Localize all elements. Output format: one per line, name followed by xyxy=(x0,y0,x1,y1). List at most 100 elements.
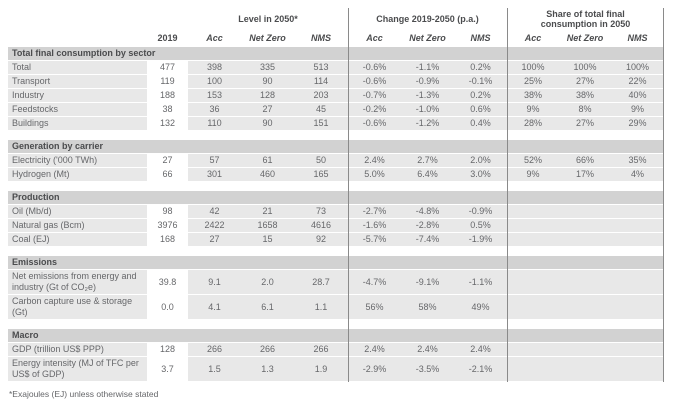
section-title: Production xyxy=(8,191,665,205)
cell-value: 9% xyxy=(507,103,560,117)
cell-value xyxy=(559,233,612,247)
cell-value xyxy=(611,343,665,357)
cell-value: 1.5 xyxy=(188,357,241,382)
row-label: Transport xyxy=(8,75,147,89)
cell-value: 28% xyxy=(507,117,560,131)
cell-value xyxy=(559,295,612,320)
row-label: Natural gas (Bcm) xyxy=(8,219,147,233)
cell-value: 38 xyxy=(147,103,188,117)
cell-value: 266 xyxy=(188,343,241,357)
cell-value: 36 xyxy=(188,103,241,117)
cell-value: 4.1 xyxy=(188,295,241,320)
cell-value: -4.7% xyxy=(348,270,401,295)
cell-value: 151 xyxy=(294,117,348,131)
cell-value: 5.0% xyxy=(348,168,401,182)
cell-value: 132 xyxy=(147,117,188,131)
table-row: GDP (trillion US$ PPP) 128 266 266 266 2.4% 2.… xyxy=(8,343,665,357)
cell-value: 398 xyxy=(188,61,241,75)
table-row: Electricity ('000 TWh) 27 57 61 50 2.4% 2.7% 2.… xyxy=(8,154,665,168)
cell-value: 6.1 xyxy=(241,295,294,320)
cell-value xyxy=(507,295,560,320)
cell-value xyxy=(611,219,665,233)
cell-value: 66% xyxy=(559,154,612,168)
column-group-row: Level in 2050* Change 2019-2050 (p.a.) S… xyxy=(8,8,664,30)
column-header-change-netzero: Net Zero xyxy=(409,33,446,43)
table-row: Energy intensity (MJ of TFC per US$ of G… xyxy=(8,357,665,382)
section-header-row: Emissions xyxy=(8,256,665,270)
cell-value: 45 xyxy=(294,103,348,117)
cell-value: -0.7% xyxy=(348,89,401,103)
cell-value: 56% xyxy=(348,295,401,320)
cell-value: 73 xyxy=(294,205,348,219)
cell-value: -9.1% xyxy=(401,270,454,295)
column-header-level-netzero: Net Zero xyxy=(249,33,286,43)
row-label: Carbon capture use & storage (Gt) xyxy=(8,295,147,320)
cell-value: 1.9 xyxy=(294,357,348,382)
divider-right-edge xyxy=(663,8,664,382)
row-label: Buildings xyxy=(8,117,147,131)
section-header-row: Macro xyxy=(8,329,665,343)
row-label: Energy intensity (MJ of TFC per US$ of G… xyxy=(8,357,147,382)
cell-value: 3.0% xyxy=(454,168,508,182)
cell-value: 9% xyxy=(611,103,665,117)
table-row: Transport 119 100 90 114 -0.6% -0.9% -0.1% 25% 27… xyxy=(8,75,665,89)
cell-value: 513 xyxy=(294,61,348,75)
cell-value: -2.7% xyxy=(348,205,401,219)
cell-value xyxy=(507,343,560,357)
table-row: Total 477 398 335 513 -0.6% -1.1% 0.2% 100% 100% 1… xyxy=(8,61,665,75)
cell-value: 188 xyxy=(147,89,188,103)
cell-value: -1.9% xyxy=(454,233,508,247)
cell-value: 0.5% xyxy=(454,219,508,233)
cell-value: -2.1% xyxy=(454,357,508,382)
column-header-share-netzero: Net Zero xyxy=(566,33,604,43)
cell-value: 3976 xyxy=(147,219,188,233)
cell-value: 27 xyxy=(188,233,241,247)
cell-value xyxy=(507,357,560,382)
cell-value: 2.4% xyxy=(348,343,401,357)
cell-value: -4.8% xyxy=(401,205,454,219)
cell-value: -7.4% xyxy=(401,233,454,247)
row-label: Hydrogen (Mt) xyxy=(8,168,147,182)
cell-value: 98 xyxy=(147,205,188,219)
column-group-change: Change 2019-2050 (p.a.) xyxy=(376,14,479,24)
cell-value: 38% xyxy=(507,89,560,103)
cell-value: 0.6% xyxy=(454,103,508,117)
header-spacer xyxy=(8,30,147,47)
cell-value: -1.0% xyxy=(401,103,454,117)
cell-value: -1.2% xyxy=(401,117,454,131)
cell-value: 50 xyxy=(294,154,348,168)
cell-value: 8% xyxy=(559,103,612,117)
cell-value: 153 xyxy=(188,89,241,103)
cell-value xyxy=(507,270,560,295)
cell-value: -1.1% xyxy=(401,61,454,75)
cell-value: -0.2% xyxy=(348,103,401,117)
cell-value: 0.2% xyxy=(454,61,508,75)
cell-value: 114 xyxy=(294,75,348,89)
cell-value xyxy=(611,270,665,295)
cell-value: 477 xyxy=(147,61,188,75)
cell-value: 100% xyxy=(507,61,560,75)
cell-value: 29% xyxy=(611,117,665,131)
cell-value: 22% xyxy=(611,75,665,89)
cell-value: 27% xyxy=(559,75,612,89)
cell-value: 4616 xyxy=(294,219,348,233)
row-label: Industry xyxy=(8,89,147,103)
table-body: Total final consumption by sector Total 47… xyxy=(8,47,665,382)
cell-value: 266 xyxy=(241,343,294,357)
row-label: Total xyxy=(8,61,147,75)
cell-value: 266 xyxy=(294,343,348,357)
cell-value: -1.6% xyxy=(348,219,401,233)
cell-value: 203 xyxy=(294,89,348,103)
cell-value: 100% xyxy=(611,61,665,75)
cell-value xyxy=(611,205,665,219)
cell-value: -0.6% xyxy=(348,117,401,131)
cell-value: 40% xyxy=(611,89,665,103)
cell-value: 335 xyxy=(241,61,294,75)
section-header-row: Generation by carrier xyxy=(8,140,665,154)
cell-value: -2.8% xyxy=(401,219,454,233)
cell-value: 38% xyxy=(559,89,612,103)
cell-value: 66 xyxy=(147,168,188,182)
cell-value: -0.6% xyxy=(348,61,401,75)
cell-value xyxy=(559,270,612,295)
table-row: Buildings 132 110 90 151 -0.6% -1.2% 0.4% 28% 27%… xyxy=(8,117,665,131)
